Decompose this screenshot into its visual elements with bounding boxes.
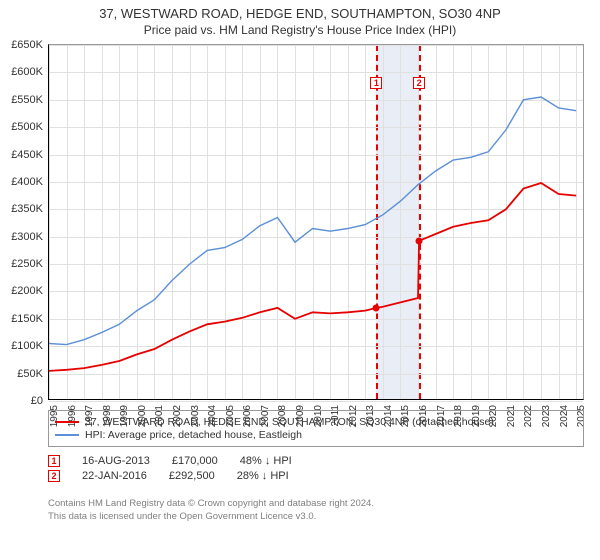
chart-title: 37, WESTWARD ROAD, HEDGE END, SOUTHAMPTO… [0, 0, 600, 23]
ytick-label: £450K [11, 149, 43, 161]
license-line-2: This data is licensed under the Open Gov… [48, 511, 316, 522]
ytick-label: £200K [11, 285, 43, 297]
legend-label-series-1: HPI: Average price, detached house, East… [85, 429, 302, 441]
legend-label-series-0: 37, WESTWARD ROAD, HEDGE END, SOUTHAMPTO… [85, 416, 494, 428]
chart-subtitle: Price paid vs. HM Land Registry's House … [0, 23, 600, 39]
ytick-label: £350K [11, 203, 43, 215]
ytick-label: £500K [11, 121, 43, 133]
ytick-label: £0 [31, 395, 43, 407]
price-chart: 12 £0£50K£100K£150K£200K£250K£300K£350K£… [48, 44, 584, 400]
legend-swatch-series-0 [55, 421, 79, 423]
legend-swatch-series-1 [55, 434, 79, 436]
ytick-label: £250K [11, 258, 43, 270]
sale-price-2: £292,500 [169, 470, 215, 482]
sale-price-1: £170,000 [172, 455, 218, 467]
ytick-label: £50K [17, 368, 43, 380]
license-line-1: Contains HM Land Registry data © Crown c… [48, 498, 374, 509]
sale-delta-2: 28% ↓ HPI [237, 470, 289, 482]
sale-date-2: 22-JAN-2016 [82, 470, 147, 482]
gridline-h [49, 401, 583, 402]
ytick-label: £150K [11, 313, 43, 325]
event-point [373, 304, 380, 311]
legend: 37, WESTWARD ROAD, HEDGE END, SOUTHAMPTO… [48, 410, 584, 447]
license-text: Contains HM Land Registry data © Crown c… [48, 498, 374, 524]
sale-date-1: 16-AUG-2013 [82, 455, 150, 467]
event-marker: 1 [370, 77, 382, 89]
ytick-label: £400K [11, 176, 43, 188]
sale-marker-2: 2 [48, 470, 60, 482]
ytick-label: £300K [11, 231, 43, 243]
ytick-label: £650K [11, 39, 43, 51]
figure: 37, WESTWARD ROAD, HEDGE END, SOUTHAMPTO… [0, 0, 600, 560]
series-line [49, 183, 576, 371]
chart-svg [49, 45, 585, 401]
sale-marker-1: 1 [48, 455, 60, 467]
series-line [49, 97, 576, 345]
sale-events: 1 16-AUG-2013 £170,000 48% ↓ HPI 2 22-JA… [48, 452, 292, 485]
sale-delta-1: 48% ↓ HPI [240, 455, 292, 467]
ytick-label: £550K [11, 94, 43, 106]
event-marker: 2 [413, 77, 425, 89]
ytick-label: £600K [11, 66, 43, 78]
ytick-label: £100K [11, 340, 43, 352]
event-point [416, 237, 423, 244]
